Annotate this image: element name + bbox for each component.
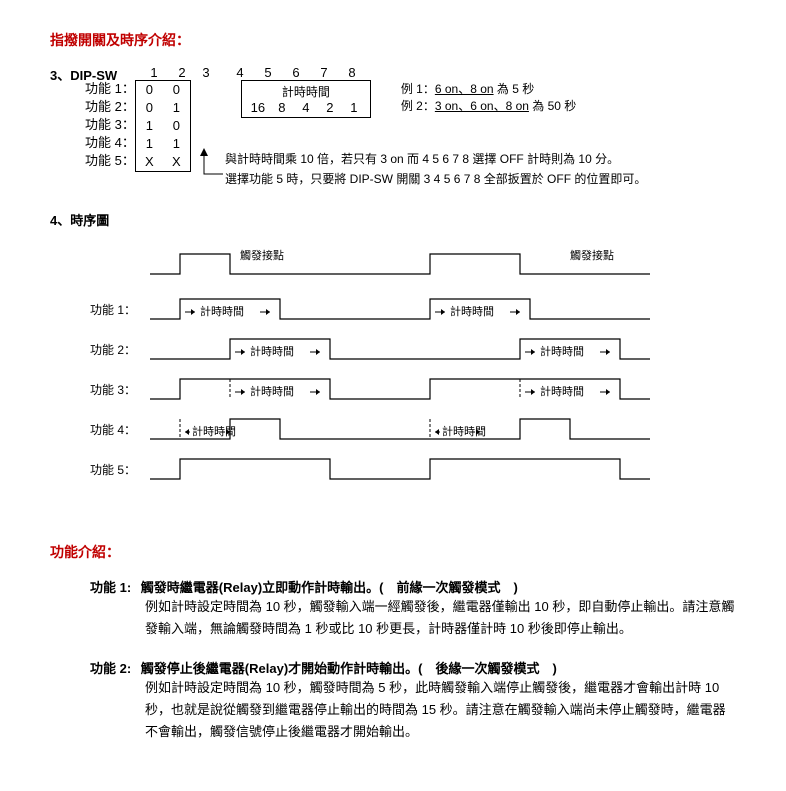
func-label: 功能 5： bbox=[85, 152, 135, 170]
examples: 例 1：6 on、8 on 為 5 秒 例 2：3 on、6 on、8 on 為… bbox=[401, 80, 576, 114]
time-val: 4 bbox=[294, 100, 318, 115]
func-label: 功能 1： bbox=[85, 80, 135, 98]
note2: 選擇功能 5 時，只要將 DIP-SW 開關 3 4 5 6 7 8 全部扳置於… bbox=[225, 169, 698, 189]
sw-hdr: 2 bbox=[168, 65, 196, 80]
svg-text:功能 4：: 功能 4： bbox=[90, 423, 136, 437]
sw-hdr: 8 bbox=[338, 65, 366, 80]
svg-text:計時時間: 計時時間 bbox=[192, 424, 236, 438]
note1: 與計時時間乘 10 倍，若只有 3 on 而 4 5 6 7 8 選擇 OFF … bbox=[225, 149, 698, 169]
func1-row: 功能 1： 計時時間 計時時間 bbox=[90, 299, 650, 319]
func2-row: 功能 2： 計時時間 計時時間 bbox=[90, 339, 650, 359]
sw-hdr: 3 bbox=[196, 65, 216, 80]
trigger-label-1: 觸發接點 bbox=[240, 248, 284, 262]
sw-val: 0 bbox=[136, 99, 163, 117]
sw-hdr: 5 bbox=[254, 65, 282, 80]
func-label: 功能 2： bbox=[85, 98, 135, 116]
func-label: 功能 3： bbox=[85, 116, 135, 134]
sw-val: 1 bbox=[136, 117, 163, 135]
ex1-label: 例 1： bbox=[401, 82, 435, 96]
sw-val: 1 bbox=[163, 99, 190, 117]
timing-svg: 觸發接點 觸發接點 功能 1： 計時時間 計時時間 功能 2： 計時時間 計時時… bbox=[90, 239, 690, 519]
svg-text:計時時間: 計時時間 bbox=[450, 304, 494, 318]
svg-text:計時時間: 計時時間 bbox=[540, 384, 584, 398]
func-label: 功能 4： bbox=[85, 134, 135, 152]
sw-val: 1 bbox=[163, 135, 190, 153]
func2-body: 例如計時設定時間為 10 秒，觸發時間為 5 秒，此時觸發輸入端停止觸發後，繼電… bbox=[145, 677, 736, 743]
sw-hdr: 4 bbox=[226, 65, 254, 80]
sw-hdr: 1 bbox=[140, 65, 168, 80]
svg-text:功能 1：: 功能 1： bbox=[90, 303, 136, 317]
svg-text:計時時間: 計時時間 bbox=[540, 344, 584, 358]
func1-body: 例如計時設定時間為 10 秒，觸發輸入端一經觸發後，繼電器僅輸出 10 秒，即自… bbox=[145, 596, 736, 640]
time-val: 1 bbox=[342, 100, 366, 115]
func3-row: 功能 3： 計時時間 計時時間 bbox=[90, 379, 650, 399]
sw-val: 0 bbox=[163, 117, 190, 135]
sw-val: 1 bbox=[136, 135, 163, 153]
func5-row: 功能 5： bbox=[90, 459, 650, 479]
func1-desc: 功能 1: 觸發時繼電器(Relay)立即動作計時輸出。( 前緣一次觸發模式 )… bbox=[90, 577, 736, 640]
section4-title: 4、時序圖 bbox=[50, 210, 736, 229]
ex2-label: 例 2： bbox=[401, 99, 435, 113]
svg-text:功能 2：: 功能 2： bbox=[90, 343, 136, 357]
notes-block: 與計時時間乘 10 倍，若只有 3 on 而 4 5 6 7 8 選擇 OFF … bbox=[225, 149, 698, 190]
sw-val: X bbox=[136, 153, 163, 171]
func4-row: 功能 4： 計時時間 計時時間 bbox=[90, 419, 650, 439]
timing-diagram: 觸發接點 觸發接點 功能 1： 計時時間 計時時間 功能 2： 計時時間 計時時… bbox=[90, 239, 736, 522]
title-func-intro: 功能介紹： bbox=[50, 542, 736, 562]
time-val: 8 bbox=[270, 100, 294, 115]
svg-text:功能 3：: 功能 3： bbox=[90, 383, 136, 397]
svg-text:計時時間: 計時時間 bbox=[200, 304, 244, 318]
trigger-row: 觸發接點 觸發接點 bbox=[150, 248, 650, 274]
time-val: 16 bbox=[246, 100, 270, 115]
time-label: 計時時間 bbox=[246, 83, 366, 100]
func1-headline: 觸發時繼電器(Relay)立即動作計時輸出。( 前緣一次觸發模式 ) bbox=[141, 580, 518, 595]
title-dipsw: 指撥開關及時序介紹： bbox=[50, 30, 736, 50]
time-val: 2 bbox=[318, 100, 342, 115]
sw-hdr: 7 bbox=[310, 65, 338, 80]
svg-text:計時時間: 計時時間 bbox=[250, 344, 294, 358]
ex1-suffix: 為 5 秒 bbox=[494, 82, 535, 96]
time-box: 計時時間 16 8 4 2 1 bbox=[241, 80, 371, 118]
svg-text:功能 5：: 功能 5： bbox=[90, 463, 136, 477]
sw-val: X bbox=[163, 153, 190, 171]
func2-title: 功能 2: bbox=[90, 661, 131, 676]
sw-box-12: 00 01 10 11 XX bbox=[135, 80, 191, 172]
func2-desc: 功能 2: 觸發停止後繼電器(Relay)才開始動作計時輸出。( 後緣一次觸發模… bbox=[90, 658, 736, 743]
func2-headline: 觸發停止後繼電器(Relay)才開始動作計時輸出。( 後緣一次觸發模式 ) bbox=[141, 661, 557, 676]
func1-title: 功能 1: bbox=[90, 580, 131, 595]
sw-val: 0 bbox=[136, 81, 163, 99]
ex2-suffix: 為 50 秒 bbox=[529, 99, 576, 113]
ex2-val: 3 on、6 on、8 on bbox=[435, 99, 529, 113]
section-dipsw: 3、DIP-SW 1 2 3 4 5 6 7 8 功能 1： 功能 2： bbox=[50, 65, 736, 190]
svg-text:計時時間: 計時時間 bbox=[442, 424, 486, 438]
sw-val: 0 bbox=[163, 81, 190, 99]
svg-text:計時時間: 計時時間 bbox=[250, 384, 294, 398]
ex1-val: 6 on、8 on bbox=[435, 82, 494, 96]
trigger-label-2: 觸發接點 bbox=[570, 248, 614, 262]
sw-hdr: 6 bbox=[282, 65, 310, 80]
